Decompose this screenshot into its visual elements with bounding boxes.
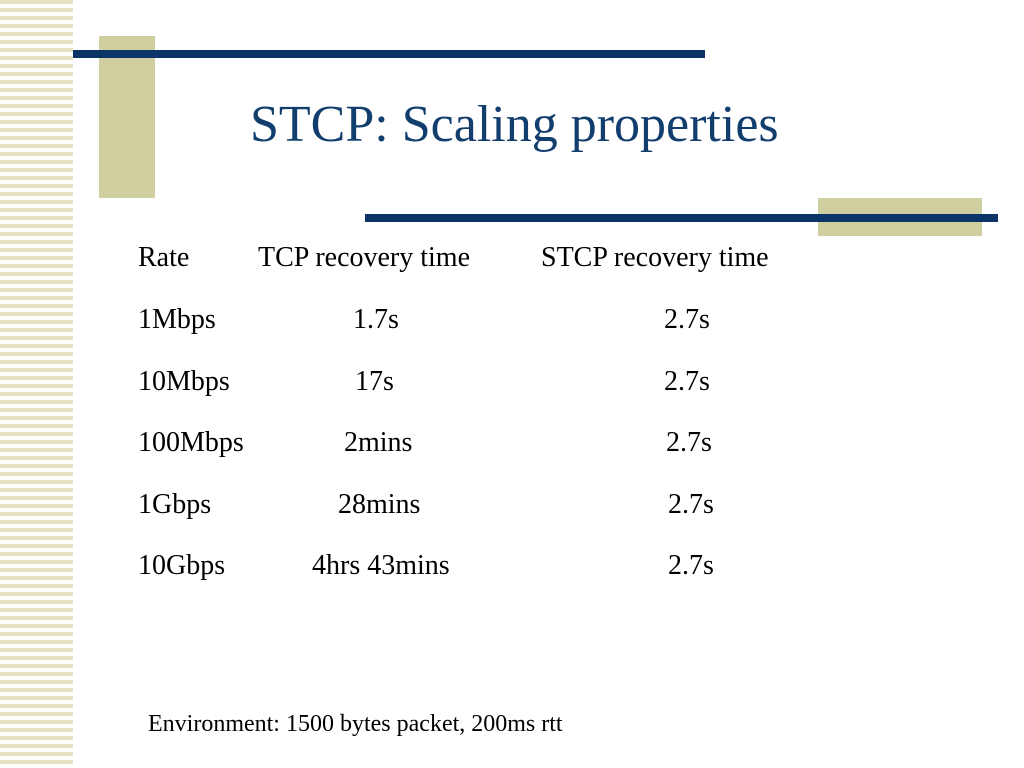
cell-rate: 10Gbps (138, 550, 226, 581)
cell-stcp: 2.7s (668, 489, 714, 520)
cell-rate: 1Mbps (138, 304, 216, 335)
bottom-rule (365, 214, 998, 222)
cell-tcp: 2mins (344, 427, 413, 458)
cell-stcp: 2.7s (664, 304, 710, 335)
environment-note: Environment: 1500 bytes packet, 200ms rt… (148, 711, 563, 737)
cell-rate: 10Mbps (138, 366, 230, 397)
header-rate: Rate (138, 242, 190, 273)
slide-title: STCP: Scaling properties (250, 96, 779, 153)
cell-rate: 1Gbps (138, 489, 212, 520)
cell-stcp: 2.7s (668, 550, 714, 581)
top-rule (73, 50, 705, 58)
cell-rate: 100Mbps (138, 427, 244, 458)
cell-tcp: 4hrs 43mins (312, 550, 450, 581)
decorative-stripes (0, 0, 73, 768)
header-tcp-recovery: TCP recovery time (258, 242, 471, 273)
cell-tcp: 1.7s (353, 304, 399, 335)
header-stcp-recovery: STCP recovery time (541, 242, 769, 273)
cell-stcp: 2.7s (664, 366, 710, 397)
accent-block-left (99, 36, 155, 198)
cell-stcp: 2.7s (666, 427, 712, 458)
cell-tcp: 17s (355, 366, 394, 397)
cell-tcp: 28mins (338, 489, 421, 520)
